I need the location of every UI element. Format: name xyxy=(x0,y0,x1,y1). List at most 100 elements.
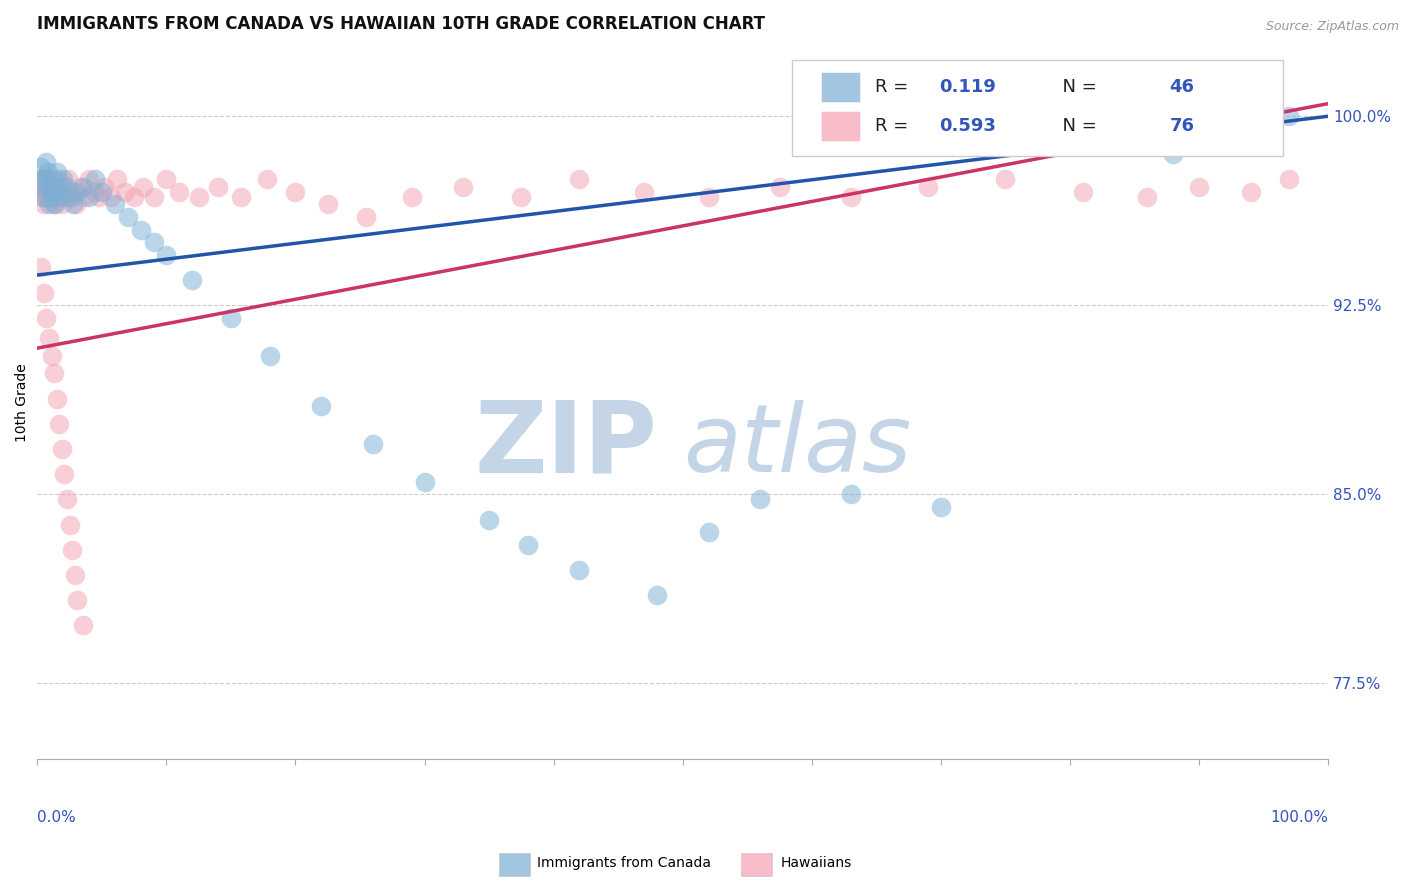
Text: 46: 46 xyxy=(1170,78,1194,95)
Point xyxy=(114,185,136,199)
Point xyxy=(155,248,177,262)
Point xyxy=(35,310,58,325)
Text: 100.0%: 100.0% xyxy=(1270,811,1329,825)
Point xyxy=(52,179,75,194)
Point xyxy=(77,190,100,204)
Point xyxy=(259,349,281,363)
Point xyxy=(30,160,52,174)
Point xyxy=(132,179,155,194)
Point xyxy=(839,487,862,501)
Text: ZIP: ZIP xyxy=(474,397,657,493)
Point xyxy=(53,467,76,482)
Text: R =: R = xyxy=(875,117,914,135)
Text: 0.119: 0.119 xyxy=(939,78,997,95)
Point xyxy=(768,179,790,194)
Point xyxy=(41,190,63,204)
Point xyxy=(1071,185,1094,199)
Point xyxy=(45,190,67,204)
Point xyxy=(39,190,62,204)
Point xyxy=(34,179,56,194)
Point xyxy=(478,512,501,526)
Point xyxy=(58,172,80,186)
Point xyxy=(46,179,69,194)
Point xyxy=(187,190,209,204)
Point xyxy=(207,179,229,194)
Point xyxy=(129,222,152,236)
Point xyxy=(633,185,655,199)
Text: Immigrants from Canada: Immigrants from Canada xyxy=(537,856,711,871)
Point xyxy=(49,190,72,204)
Point xyxy=(35,154,58,169)
Text: Source: ZipAtlas.com: Source: ZipAtlas.com xyxy=(1265,20,1399,33)
Point xyxy=(413,475,436,489)
Point xyxy=(31,172,53,186)
Point xyxy=(31,179,53,194)
Point xyxy=(645,588,668,602)
Point xyxy=(1278,172,1301,186)
Point xyxy=(142,190,165,204)
Point xyxy=(44,197,66,211)
Point xyxy=(89,190,111,204)
Text: 76: 76 xyxy=(1170,117,1194,135)
Point xyxy=(1240,185,1263,199)
Point xyxy=(28,172,51,186)
Text: 0.0%: 0.0% xyxy=(38,811,76,825)
Text: IMMIGRANTS FROM CANADA VS HAWAIIAN 10TH GRADE CORRELATION CHART: IMMIGRANTS FROM CANADA VS HAWAIIAN 10TH … xyxy=(38,15,765,33)
Point xyxy=(311,399,333,413)
Point xyxy=(38,197,60,211)
Point xyxy=(316,197,339,211)
Point xyxy=(32,285,55,300)
Point xyxy=(169,185,191,199)
Point xyxy=(104,197,127,211)
Point xyxy=(62,197,84,211)
Point xyxy=(39,179,62,194)
Point xyxy=(59,190,82,204)
Point xyxy=(65,197,87,211)
Point xyxy=(77,172,100,186)
Point xyxy=(1188,179,1211,194)
Point xyxy=(41,349,63,363)
Point xyxy=(49,190,72,204)
Point xyxy=(52,172,75,186)
Point xyxy=(256,172,278,186)
Point xyxy=(32,197,55,211)
Point xyxy=(45,164,67,178)
Point xyxy=(42,185,65,199)
Point xyxy=(41,179,63,194)
Point xyxy=(90,185,112,199)
Point xyxy=(181,273,204,287)
Point xyxy=(44,179,66,194)
Point xyxy=(929,500,952,514)
Point xyxy=(38,185,60,199)
Point xyxy=(48,417,70,431)
Point xyxy=(42,190,65,204)
Point xyxy=(105,172,128,186)
Bar xyxy=(499,853,530,876)
Point xyxy=(994,172,1017,186)
Point xyxy=(62,190,84,204)
Point xyxy=(28,179,51,194)
Point xyxy=(65,185,87,199)
Point xyxy=(93,179,115,194)
Point xyxy=(697,525,720,540)
Point xyxy=(361,437,384,451)
Point xyxy=(155,172,177,186)
Point xyxy=(839,190,862,204)
Point xyxy=(66,593,89,607)
Bar xyxy=(741,853,772,876)
Point xyxy=(46,172,69,186)
Bar xyxy=(821,111,859,141)
Text: N =: N = xyxy=(1050,117,1102,135)
Point xyxy=(60,542,83,557)
Point xyxy=(51,442,73,456)
Point xyxy=(72,179,94,194)
Point xyxy=(1136,190,1159,204)
Point xyxy=(83,185,105,199)
FancyBboxPatch shape xyxy=(793,60,1282,156)
Point xyxy=(35,190,58,204)
Point xyxy=(568,172,591,186)
Point xyxy=(37,172,59,186)
Point xyxy=(30,190,52,204)
Point xyxy=(30,260,52,275)
Point xyxy=(38,331,60,345)
